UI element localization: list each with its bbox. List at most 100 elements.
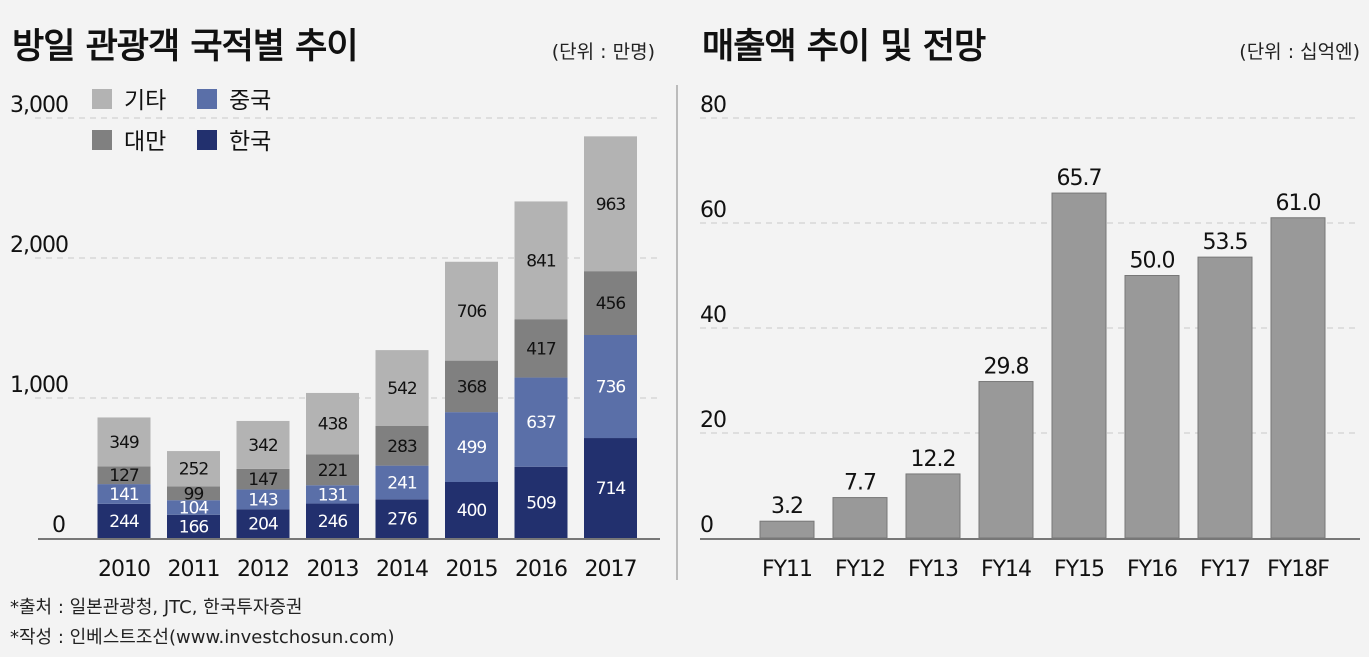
y-tick-label: 60 bbox=[700, 198, 726, 223]
data-label: 283 bbox=[387, 437, 417, 457]
data-label: 276 bbox=[387, 510, 417, 530]
x-tick-label: FY13 bbox=[908, 557, 958, 582]
bar-segment-기타 bbox=[375, 350, 429, 426]
data-label: 7.7 bbox=[844, 471, 876, 496]
x-tick-label: FY12 bbox=[835, 557, 885, 582]
bar bbox=[759, 520, 815, 539]
data-label: 368 bbox=[457, 377, 487, 397]
bar-segment-대만 bbox=[514, 319, 568, 378]
data-label: 714 bbox=[596, 479, 626, 499]
bar-segment-한국 bbox=[306, 503, 359, 538]
legend-label: 기타 bbox=[124, 88, 166, 114]
bar bbox=[832, 497, 888, 539]
bar-segment-기타 bbox=[445, 261, 498, 361]
right-chart: 0 20 40 60 80 3.2 FY11 7.7 FY12 12.2 FY13 29.8 FY14 6… bbox=[700, 93, 1360, 582]
data-label: 736 bbox=[596, 378, 626, 398]
bar-segment-중국 bbox=[306, 485, 359, 504]
x-tick-label: 2013 bbox=[307, 557, 359, 582]
legend-label: 대만 bbox=[124, 129, 166, 155]
data-label: 104 bbox=[179, 498, 209, 518]
data-label: 542 bbox=[387, 379, 417, 399]
bar-segment-중국 bbox=[375, 465, 429, 500]
bar-segment-대만 bbox=[445, 360, 498, 413]
data-label: 29.8 bbox=[984, 355, 1029, 380]
data-label: 3.2 bbox=[771, 494, 803, 519]
bar-segment-한국 bbox=[445, 482, 498, 538]
bar-segment-기타 bbox=[514, 201, 568, 320]
data-label: 127 bbox=[109, 466, 139, 486]
data-label: 131 bbox=[318, 485, 348, 505]
legend-label: 한국 bbox=[229, 129, 271, 155]
bar bbox=[1051, 192, 1107, 539]
bar-segment-중국 bbox=[97, 484, 151, 504]
bar-segment-대만 bbox=[97, 466, 151, 485]
bar-segment-중국 bbox=[236, 489, 290, 510]
x-tick-label: FY11 bbox=[762, 557, 812, 582]
bar-segment-기타 bbox=[97, 417, 151, 467]
data-label: 241 bbox=[387, 473, 417, 493]
data-label: 204 bbox=[248, 515, 278, 535]
bar-segment-한국 bbox=[167, 514, 220, 538]
legend-swatch bbox=[92, 89, 112, 109]
bar-segment-대만 bbox=[584, 271, 637, 335]
bar bbox=[1197, 256, 1253, 539]
data-label: 65.7 bbox=[1057, 166, 1102, 191]
bar-segment-중국 bbox=[514, 377, 568, 467]
y-tick-label: 3,000 bbox=[10, 93, 68, 118]
bar-segment-중국 bbox=[445, 412, 498, 482]
x-tick-label: 2011 bbox=[168, 557, 220, 582]
data-label: 417 bbox=[526, 339, 556, 359]
legend-swatch bbox=[197, 130, 217, 150]
x-tick-label: FY14 bbox=[981, 557, 1031, 582]
data-label: 342 bbox=[248, 436, 278, 456]
data-label: 53.5 bbox=[1203, 230, 1248, 255]
data-label: 456 bbox=[596, 294, 626, 314]
bar-segment-중국 bbox=[167, 500, 220, 515]
bar bbox=[978, 381, 1034, 539]
bar bbox=[1270, 217, 1326, 539]
data-label: 221 bbox=[318, 461, 348, 481]
data-label: 50.0 bbox=[1130, 249, 1175, 274]
data-label: 244 bbox=[109, 512, 139, 532]
source-note: *출처 : 일본관광청, JTC, 한국투자증권 bbox=[10, 597, 303, 618]
data-label: 12.2 bbox=[911, 447, 956, 472]
bar-segment-기타 bbox=[167, 451, 220, 487]
data-label: 349 bbox=[109, 433, 139, 453]
y-tick-label: 0 bbox=[52, 513, 65, 538]
data-label: 841 bbox=[526, 251, 556, 271]
x-tick-label: 2010 bbox=[98, 557, 150, 582]
bar-segment-기타 bbox=[306, 392, 359, 455]
bar bbox=[905, 473, 961, 539]
y-tick-label: 1,000 bbox=[10, 373, 68, 398]
data-label: 143 bbox=[248, 490, 278, 510]
bar-segment-기타 bbox=[236, 420, 290, 469]
data-label: 400 bbox=[457, 501, 487, 521]
bar-segment-한국 bbox=[236, 509, 290, 538]
bar-segment-한국 bbox=[514, 466, 568, 538]
data-label: 637 bbox=[526, 413, 556, 433]
bar-segment-기타 bbox=[584, 136, 637, 272]
data-label: 246 bbox=[318, 512, 348, 532]
y-tick-label: 80 bbox=[700, 93, 726, 118]
bar-segment-대만 bbox=[236, 468, 290, 490]
y-tick-label: 40 bbox=[700, 303, 726, 328]
x-tick-label: 2016 bbox=[515, 557, 567, 582]
data-label: 706 bbox=[457, 302, 487, 322]
bar-segment-한국 bbox=[584, 438, 637, 538]
y-tick-label: 0 bbox=[700, 513, 713, 538]
x-tick-label: 2017 bbox=[585, 557, 637, 582]
bar-segment-대만 bbox=[306, 454, 359, 486]
x-tick-label: FY15 bbox=[1054, 557, 1104, 582]
left-chart-unit: (단위 : 만명) bbox=[552, 41, 655, 63]
bar-segment-중국 bbox=[584, 335, 637, 439]
author-note: *작성 : 인베스트조선(www.investchosun.com) bbox=[10, 627, 395, 648]
x-tick-label: FY18F bbox=[1267, 557, 1329, 582]
data-label: 141 bbox=[109, 485, 139, 505]
x-tick-label: FY16 bbox=[1127, 557, 1177, 582]
data-label: 963 bbox=[596, 195, 626, 215]
x-tick-label: FY17 bbox=[1200, 557, 1250, 582]
data-label: 61.0 bbox=[1276, 191, 1321, 216]
y-tick-label: 2,000 bbox=[10, 233, 68, 258]
